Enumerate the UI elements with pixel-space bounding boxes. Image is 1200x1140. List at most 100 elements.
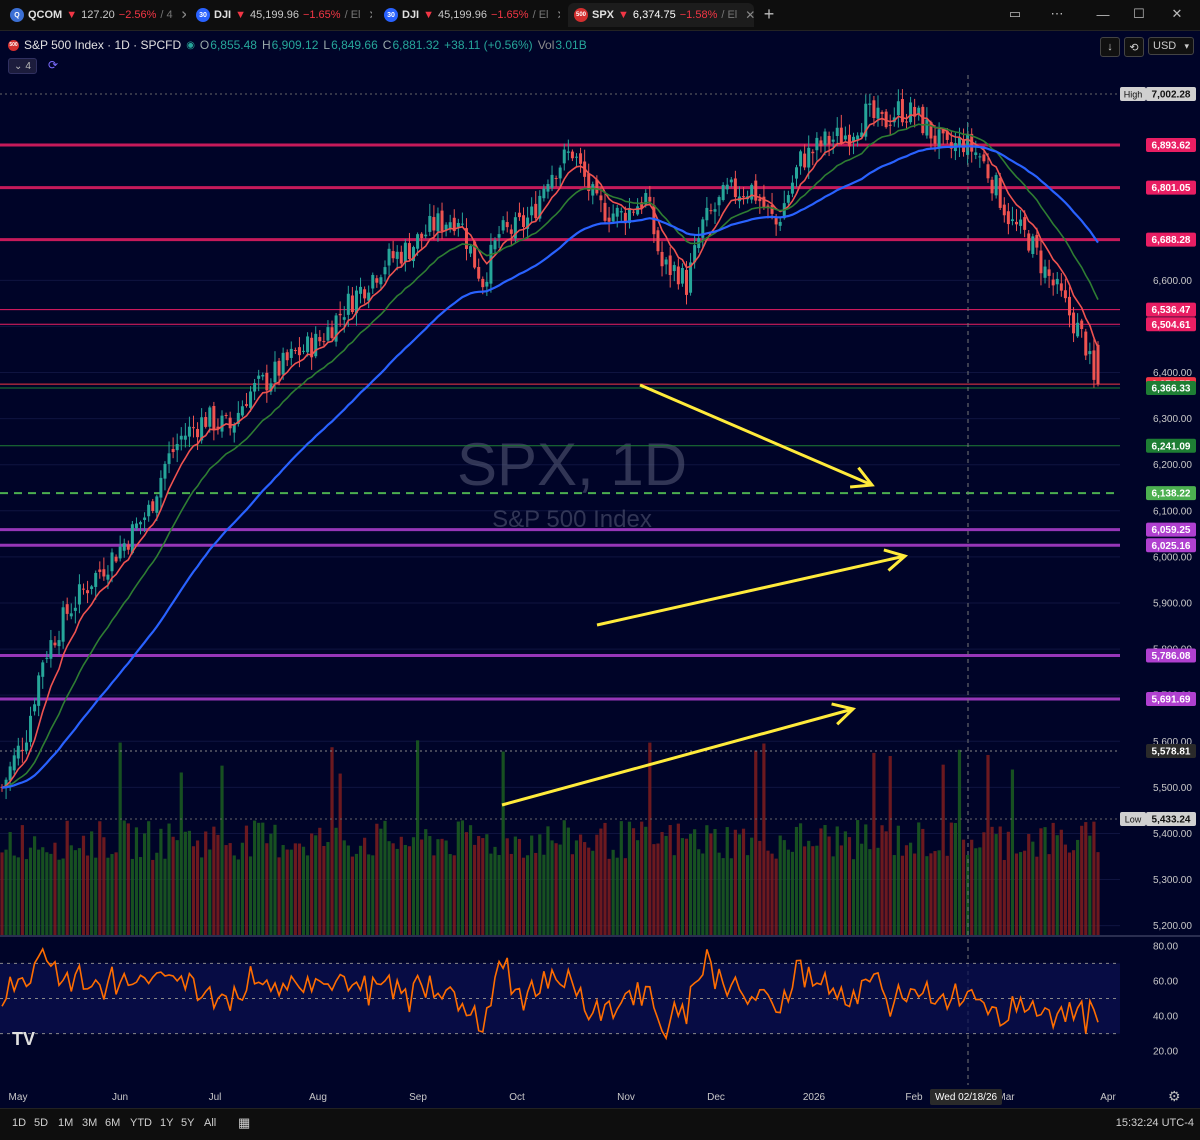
volume-bar [428,836,432,935]
volume-bar [98,821,102,935]
annotation-arrows[interactable] [501,383,909,807]
calendar-icon[interactable]: ▦ [238,1115,251,1130]
close-icon[interactable]: ✕ [180,8,186,22]
candle-body [513,217,517,239]
chart-area[interactable]: SPX, 1D S&P 500 Index 6,600.006,500.006,… [0,75,1200,1085]
clock[interactable]: 15:32:24 UTC-4 [1115,1117,1194,1129]
maximize-button[interactable]: ☐ [1133,6,1145,21]
candle-body [957,137,961,147]
range-3m[interactable]: 3M [82,1117,98,1129]
range-1m[interactable]: 1M [58,1117,74,1129]
volume-bar [737,834,742,935]
candle-body [53,642,57,646]
candle-body [12,755,16,771]
volume-bar [195,840,200,935]
volume-bar [611,849,615,935]
volume-bar [668,825,672,935]
price-badge-label: 6,801.05 [1152,183,1191,194]
price-tick-label: 6,100.00 [1153,506,1192,517]
candle-body [293,349,297,352]
arrow-2-shaft [596,554,906,627]
volume-bar [733,829,737,935]
layout-icon[interactable]: ▭ [1008,6,1022,21]
tab-3[interactable]: 500 SPX ▼ 6,374.75 −1.58% / El ✕ [568,3,754,27]
volume-bar [460,820,465,935]
candle-body [45,657,49,659]
close-icon[interactable]: ✕ [556,8,560,22]
volume-bar [595,834,599,935]
close-window-button[interactable]: ✕ [1171,6,1183,21]
volume-bar [872,752,876,935]
candle-body [917,107,921,114]
volume-bar [876,847,880,935]
refresh-button[interactable]: ⟲ [1124,37,1144,57]
range-5y[interactable]: 5Y [181,1117,195,1129]
volume-bar [562,820,566,935]
range-ytd[interactable]: YTD [130,1117,152,1129]
range-6m[interactable]: 6M [105,1117,121,1129]
volume-bar [1067,852,1072,935]
price-badge [1146,438,1196,453]
time-axis[interactable]: May Jun Jul Aug Sep Oct Nov Dec 2026 Feb Mar Apr We… [0,1085,1200,1108]
candle-body [615,207,619,217]
candle-body [827,135,831,145]
candle-body [664,259,668,265]
volume-bar [159,828,163,935]
settings-gear-icon[interactable]: ⚙ [1168,1088,1181,1104]
download-button[interactable]: ↓ [1100,37,1120,57]
candle-body [803,153,807,168]
candle-body [754,180,758,201]
range-5d[interactable]: 5D [34,1117,49,1129]
volume-bar [986,754,990,935]
candle-body [627,208,631,224]
sync-icon[interactable]: ⟳ [48,58,59,72]
candle-body [717,197,721,206]
indicators-toggle[interactable]: ⌄ 4 [8,58,37,74]
tab-0[interactable]: Q QCOM ▼ 127.20 −2.56% / 4 ✕ [6,3,186,27]
eye-icon[interactable]: ◉ [186,39,195,51]
range-1y[interactable]: 1Y [160,1117,174,1129]
price-tick-label: 5,900.00 [1153,598,1192,609]
tab-2[interactable]: 30 DJI ▼ 45,199.96 −1.65% / El ✕ [380,3,560,27]
candle-body [933,135,937,144]
volume-bar [847,837,852,935]
candle-body [114,556,118,562]
volume-bar [20,825,24,935]
candle-body [819,140,823,147]
close-icon[interactable]: ✕ [368,8,372,22]
candle-body [318,337,322,342]
volume-bar [305,855,310,935]
range-all[interactable]: All [204,1117,217,1129]
volume-bar [350,856,354,935]
chart-svg[interactable]: SPX, 1D S&P 500 Index 6,600.006,500.006,… [0,75,1200,1085]
volume-bar [273,824,277,935]
candle-body [29,715,33,743]
new-tab-button[interactable]: + [763,3,775,24]
volume-bar [880,825,884,935]
candle-body [839,127,843,144]
currency-select[interactable]: USD ▾ [1148,37,1194,55]
volume-bar [379,828,383,935]
price-badge-label: 5,786.08 [1152,651,1191,662]
volume-bar [277,857,281,935]
tab-rest: / 4 [160,9,173,21]
symbol-name[interactable]: S&P 500 Index · 1D · SPCFD [24,38,182,52]
candle-body [477,266,481,279]
candle-body [326,327,330,341]
minimize-button[interactable]: — [1096,6,1110,22]
tradingview-logo-icon[interactable]: TV [12,1029,35,1049]
candle-body [191,427,195,429]
more-icon[interactable]: ⋯ [1050,6,1064,21]
volume-bar [220,765,224,935]
candle-body [868,103,872,105]
candle-body [929,122,933,139]
price-tick-label: 6,200.00 [1153,460,1192,471]
candle-body [130,524,134,554]
chevron-down-icon: ⌄ [14,60,23,72]
close-icon[interactable]: ✕ [745,8,754,22]
candle-body [297,347,301,356]
volume-bar [367,854,371,935]
tab-1[interactable]: 30 DJI ▼ 45,199.96 −1.65% / El ✕ [192,3,372,27]
range-1d[interactable]: 1D [12,1117,27,1129]
volume-bar [721,858,725,935]
